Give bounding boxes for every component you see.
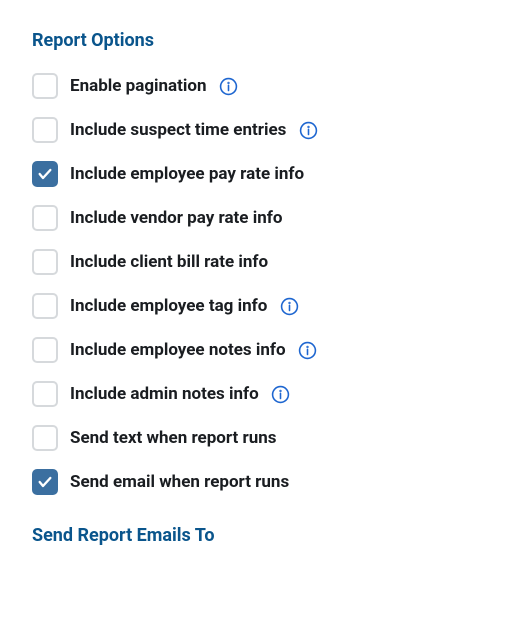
checkbox-include_client_bill_rate_info[interactable]: [32, 249, 58, 275]
checkbox-enable_pagination[interactable]: [32, 73, 58, 99]
option-label: Send text when report runs: [70, 428, 277, 448]
option-row-include_employee_notes_info: Include employee notes info: [32, 337, 500, 363]
option-row-include_admin_notes_info: Include admin notes info: [32, 381, 500, 407]
info-icon[interactable]: [271, 384, 291, 404]
option-label: Include client bill rate info: [70, 252, 268, 272]
option-label: Send email when report runs: [70, 472, 289, 492]
option-label: Include employee tag info: [70, 296, 267, 316]
checkbox-include_suspect_time_entries[interactable]: [32, 117, 58, 143]
option-row-include_employee_tag_info: Include employee tag info: [32, 293, 500, 319]
report-options-heading: Report Options: [32, 30, 500, 51]
option-row-include_suspect_time_entries: Include suspect time entries: [32, 117, 500, 143]
option-label: Include admin notes info: [70, 384, 259, 404]
option-label: Include suspect time entries: [70, 120, 286, 140]
checkbox-include_employee_pay_rate_info[interactable]: [32, 161, 58, 187]
option-row-send_text_when_report_runs: Send text when report runs: [32, 425, 500, 451]
checkbox-include_employee_notes_info[interactable]: [32, 337, 58, 363]
option-row-include_vendor_pay_rate_info: Include vendor pay rate info: [32, 205, 500, 231]
checkbox-include_admin_notes_info[interactable]: [32, 381, 58, 407]
option-row-include_client_bill_rate_info: Include client bill rate info: [32, 249, 500, 275]
option-label: Include employee notes info: [70, 340, 286, 360]
checkbox-include_vendor_pay_rate_info[interactable]: [32, 205, 58, 231]
option-row-send_email_when_report_runs: Send email when report runs: [32, 469, 500, 495]
send-report-emails-heading: Send Report Emails To: [32, 525, 500, 546]
checkbox-include_employee_tag_info[interactable]: [32, 293, 58, 319]
option-label: Include vendor pay rate info: [70, 208, 282, 228]
option-label: Enable pagination: [70, 76, 207, 96]
info-icon[interactable]: [298, 340, 318, 360]
checkbox-send_text_when_report_runs[interactable]: [32, 425, 58, 451]
report-options-list: Enable pagination Include suspect time en…: [32, 73, 500, 495]
info-icon[interactable]: [219, 76, 239, 96]
info-icon[interactable]: [279, 296, 299, 316]
option-row-include_employee_pay_rate_info: Include employee pay rate info: [32, 161, 500, 187]
option-row-enable_pagination: Enable pagination: [32, 73, 500, 99]
checkbox-send_email_when_report_runs[interactable]: [32, 469, 58, 495]
option-label: Include employee pay rate info: [70, 164, 304, 184]
info-icon[interactable]: [298, 120, 318, 140]
